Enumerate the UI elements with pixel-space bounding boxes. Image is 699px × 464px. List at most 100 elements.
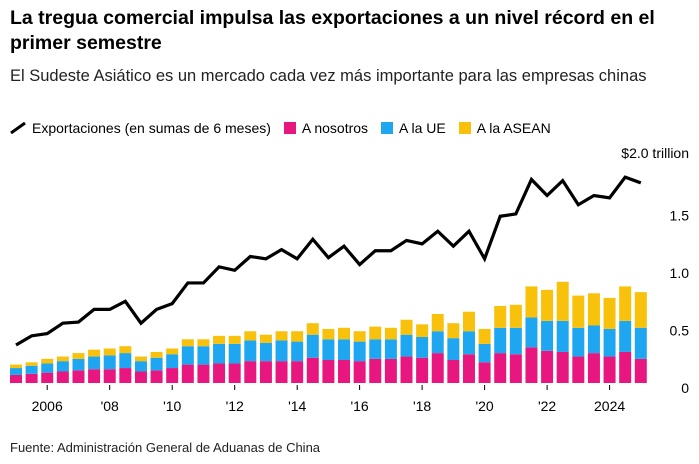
bar-eu-2005-H2 [25,365,38,374]
bar-layer [10,281,647,383]
bar-us-2013-H2 [275,361,288,383]
bar-asean-2015-H2 [338,327,351,340]
bar-eu-2020-H2 [494,327,507,354]
bar-eu-2007-H1 [72,358,85,371]
legend-label-exports: Exportaciones (en sumas de 6 meses) [32,120,271,136]
x-tick-label: '12 [226,398,244,414]
legend-swatch-eu [381,122,394,134]
bar-eu-2013-H1 [259,342,272,362]
bar-asean-2017-H1 [384,327,397,340]
bar-asean-2014-H2 [306,323,319,335]
bar-us-2023-H1 [572,356,585,383]
bar-asean-2024-H2 [619,286,632,321]
bar-us-2014-H1 [291,361,304,383]
exports-line [15,175,642,347]
bar-asean-2016-H1 [353,331,366,342]
bar-us-2009-H1 [134,371,147,383]
bar-us-2007-H2 [88,369,101,383]
bar-asean-2007-H1 [72,353,85,359]
bar-asean-2005-H2 [25,362,38,366]
bar-eu-2010-H2 [181,346,194,365]
bar-eu-2023-H1 [572,327,585,357]
x-tick-label: '22 [538,398,556,414]
bar-us-2013-H1 [259,361,272,383]
bar-asean-2016-H2 [369,326,382,340]
bar-eu-2014-H2 [306,334,319,358]
bar-asean-2009-H1 [134,356,147,362]
bar-eu-2011-H2 [213,343,226,364]
bar-asean-2009-H2 [150,351,163,358]
bar-us-2012-H1 [228,363,241,383]
bar-eu-2015-H1 [322,339,335,360]
chart-subtitle: El Sudeste Asiático es un mercado cada v… [10,67,647,85]
x-tick-label: 2024 [594,398,625,414]
bar-us-2005-H2 [25,373,38,383]
bar-eu-2024-H2 [619,320,632,352]
bar-us-2022-H1 [541,350,554,383]
bar-us-2011-H1 [197,364,210,383]
bar-us-2022-H2 [556,351,569,383]
bar-us-2024-H1 [603,356,616,383]
y-tick-label: 0 [681,380,689,396]
bar-us-2018-H2 [431,353,444,383]
legend-swatch-us [283,122,296,134]
source-note: Fuente: Administración General de Aduana… [10,440,321,455]
bar-eu-2014-H1 [291,341,304,362]
bar-asean-2011-H2 [213,335,226,344]
chart-title: La tregua comercial impulsa las exportac… [10,7,655,54]
bar-eu-2018-H1 [416,337,429,358]
bar-asean-2022-H1 [541,289,554,321]
bar-eu-2015-H2 [338,339,351,360]
bar-us-2016-H2 [369,358,382,383]
legend-item-us: A nosotros [283,120,368,136]
bar-eu-2009-H2 [150,357,163,371]
bar-us-2019-H1 [447,360,460,383]
y-tick-label: 1.0 [670,265,690,281]
bar-us-2020-H2 [494,353,507,383]
bar-us-2008-H1 [103,369,116,383]
y-tick-label: $2.0 trillion [621,145,689,161]
bar-us-2008-H2 [119,368,132,383]
bar-us-2021-H2 [525,347,538,383]
bar-eu-2006-H1 [41,363,54,373]
bar-eu-2019-H2 [462,331,475,355]
bar-asean-2014-H1 [291,331,304,342]
bar-us-2023-H2 [587,353,600,383]
bar-eu-2022-H1 [541,320,554,351]
line-layer [15,175,642,347]
legend: Exportaciones (en sumas de 6 meses) A no… [10,120,564,136]
legend-label-eu: A la UE [399,120,446,136]
bar-us-2019-H2 [462,354,475,383]
legend-item-exports: Exportaciones (en sumas de 6 meses) [10,120,271,136]
bar-eu-2012-H2 [244,340,257,362]
bar-asean-2020-H2 [494,305,507,328]
bar-asean-2025-H1 [634,292,647,328]
bar-eu-2021-H1 [509,327,522,355]
bar-eu-2024-H1 [603,328,616,357]
bar-asean-2015-H1 [322,328,335,340]
bar-asean-2023-H1 [572,295,585,328]
bar-us-2020-H1 [478,362,491,383]
x-tick-label: '10 [163,398,181,414]
bar-us-2010-H1 [166,368,179,383]
bar-us-2015-H1 [322,360,335,383]
bar-asean-2022-H2 [556,281,569,321]
bar-asean-2013-H1 [259,334,272,343]
x-tick-label: '14 [288,398,306,414]
bar-us-2014-H2 [306,357,319,383]
bar-eu-2007-H2 [88,356,101,370]
bar-asean-2005-H1 [10,364,22,369]
bar-eu-2022-H2 [556,320,569,352]
x-axis: 2006 '08 '10 '12 '14 '16 '18 '20 '22 2024 [32,385,625,414]
bar-asean-2008-H2 [119,346,132,354]
bar-eu-2009-H1 [134,361,147,372]
bar-us-2005-H1 [10,374,22,383]
bar-eu-2019-H1 [447,338,460,360]
bar-us-2010-H2 [181,364,194,383]
x-tick-label: '16 [350,398,368,414]
chart-plot: 0 0.5 1.0 1.5 $2.0 trillion 2006 '08 '10 '12 '14… [10,145,690,414]
legend-line-icon [10,122,26,134]
bar-eu-2025-H1 [634,327,647,359]
bar-us-2017-H1 [384,358,397,383]
bar-us-2011-H2 [213,363,226,383]
